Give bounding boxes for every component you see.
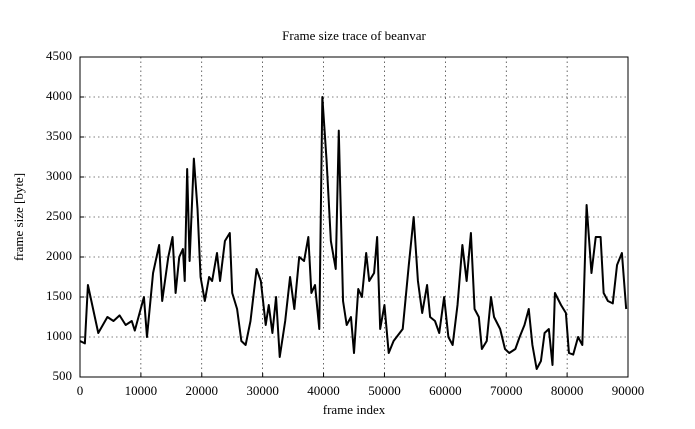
x-tick-label: 60000 (429, 383, 462, 398)
y-tick-label: 3500 (46, 128, 72, 143)
x-tick-label: 40000 (307, 383, 340, 398)
y-tick-label: 2000 (46, 248, 72, 263)
y-tick-label: 1500 (46, 288, 72, 303)
y-axis-label: frame size [byte] (11, 173, 26, 261)
data-line (79, 96, 628, 370)
y-tick-label: 1000 (46, 328, 72, 343)
x-tick-label: 10000 (125, 383, 158, 398)
y-tick-label: 3000 (46, 168, 72, 183)
x-axis-label: frame index (323, 402, 386, 417)
y-tick-label: 4000 (46, 88, 72, 103)
chart-title: Frame size trace of beanvar (282, 28, 426, 43)
x-tick-label: 20000 (186, 383, 219, 398)
x-tick-label: 50000 (368, 383, 401, 398)
x-tick-label: 0 (77, 383, 84, 398)
x-tick-label: 80000 (551, 383, 584, 398)
x-tick-label: 90000 (612, 383, 645, 398)
y-tick-label: 4500 (46, 48, 72, 63)
x-tick-label: 30000 (246, 383, 279, 398)
x-tick-label: 70000 (490, 383, 523, 398)
y-tick-label: 2500 (46, 208, 72, 223)
y-tick-label: 500 (53, 368, 73, 383)
